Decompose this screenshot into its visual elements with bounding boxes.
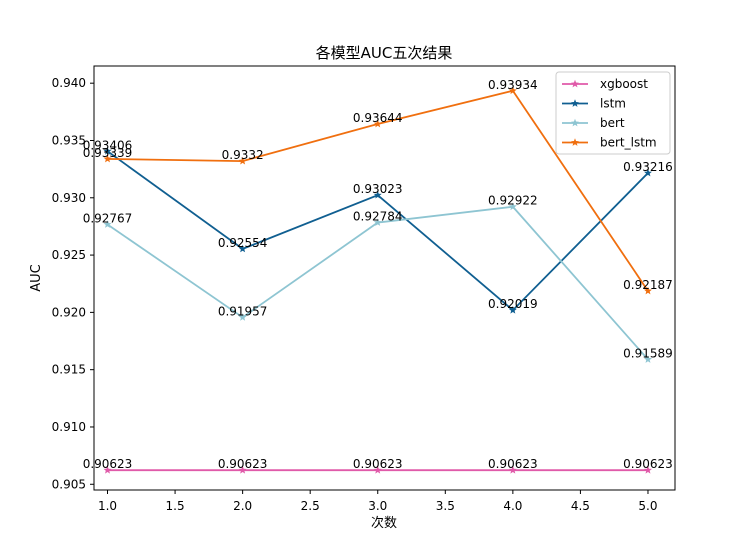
legend-box: [555, 71, 671, 155]
data-point: [103, 465, 112, 474]
legend-label: lstm: [600, 97, 626, 111]
data-label: 0.93216: [623, 160, 673, 174]
series-xgboost: [103, 465, 652, 474]
data-point: [508, 202, 517, 211]
data-point: [238, 156, 247, 165]
data-point: [508, 86, 517, 95]
data-label: 0.92767: [83, 211, 133, 225]
x-tick-label: 1.0: [98, 499, 117, 513]
legend-marker: [571, 138, 579, 146]
x-tick-label: 3.0: [368, 499, 387, 513]
y-tick-label: 0.915: [52, 363, 86, 377]
x-tick-label: 1.5: [166, 499, 185, 513]
y-tick-label: 0.910: [52, 420, 86, 434]
data-point: [373, 119, 382, 128]
y-tick-label: 0.935: [52, 133, 86, 147]
data-label: 0.93644: [353, 111, 403, 125]
data-point: [373, 218, 382, 226]
data-label: 0.90623: [488, 457, 538, 471]
legend-item-lstm: lstm: [562, 97, 626, 111]
data-point: [643, 355, 652, 363]
y-axis-label: AUC: [29, 264, 44, 292]
data-labels-layer: 0.90623 0.90623 0.90623 0.90623 0.90623 0.934…: [83, 78, 673, 471]
data-label: 0.90623: [218, 457, 268, 471]
data-point: [643, 168, 652, 177]
x-axis: 1.0 1.5 2.0 2.5 3.0 3.5 4.0 4.5 5.0: [98, 490, 658, 513]
legend-label: bert: [600, 116, 625, 130]
data-label: 0.92554: [218, 236, 268, 250]
legend-item-bert: bert: [562, 116, 625, 130]
x-tick-label: 4.5: [571, 499, 590, 513]
x-tick-label: 2.5: [301, 499, 320, 513]
data-label: 0.91957: [218, 304, 268, 318]
data-label: 0.90623: [623, 457, 673, 471]
legend-item-bert-lstm: bert_lstm: [562, 136, 657, 150]
data-label: 0.92019: [488, 297, 538, 311]
data-label: 0.92187: [623, 278, 673, 292]
data-point: [103, 220, 112, 228]
data-label: 0.9332: [222, 148, 264, 162]
chart-title: 各模型AUC五次结果: [316, 44, 453, 62]
legend-item-xgboost: xgboost: [562, 77, 648, 91]
data-label: 0.90623: [83, 457, 133, 471]
series-lstm: [103, 147, 652, 314]
y-tick-label: 0.930: [52, 191, 86, 205]
x-tick-label: 2.0: [233, 499, 252, 513]
y-axis: 0.905 0.910 0.915 0.920 0.925 0.930 0.935 0.940: [52, 76, 94, 491]
data-label: 0.92784: [353, 210, 403, 224]
data-label: 0.93406: [83, 138, 133, 152]
data-point: [508, 306, 517, 314]
x-tick-label: 5.0: [638, 499, 657, 513]
legend-marker: [571, 99, 579, 107]
legend-label: bert_lstm: [600, 136, 657, 150]
data-point: [373, 465, 382, 474]
data-point: [238, 313, 247, 321]
data-label: 0.93339: [83, 146, 133, 160]
data-label: 0.90623: [353, 457, 403, 471]
data-point: [103, 154, 112, 163]
plot-area: [93, 65, 676, 491]
data-point: [643, 465, 652, 474]
legend: xgboost lstm bert bert_lstm: [555, 71, 671, 155]
data-point: [238, 244, 247, 253]
series-layer: [103, 86, 652, 474]
legend-marker: [571, 79, 579, 88]
plot-frame: [93, 65, 676, 491]
series-bert: [103, 202, 652, 363]
legend-label: xgboost: [600, 77, 648, 91]
data-point: [373, 190, 382, 199]
y-tick-label: 0.940: [52, 76, 86, 90]
data-label: 0.92922: [488, 194, 538, 208]
data-label: 0.91589: [623, 346, 673, 360]
data-point: [643, 286, 652, 295]
data-point: [103, 147, 112, 155]
data-label: 0.93934: [488, 78, 538, 92]
legend-marker: [571, 118, 579, 127]
data-label: 0.93023: [353, 182, 403, 196]
y-tick-label: 0.905: [52, 477, 86, 491]
y-tick-label: 0.925: [52, 248, 86, 262]
x-tick-label: 4.0: [503, 499, 522, 513]
y-tick-label: 0.920: [52, 305, 86, 319]
series-bert-lstm: [103, 86, 652, 295]
data-point: [508, 465, 517, 474]
x-tick-label: 3.5: [436, 499, 455, 513]
data-point: [238, 465, 247, 474]
x-axis-label: 次数: [371, 515, 397, 531]
